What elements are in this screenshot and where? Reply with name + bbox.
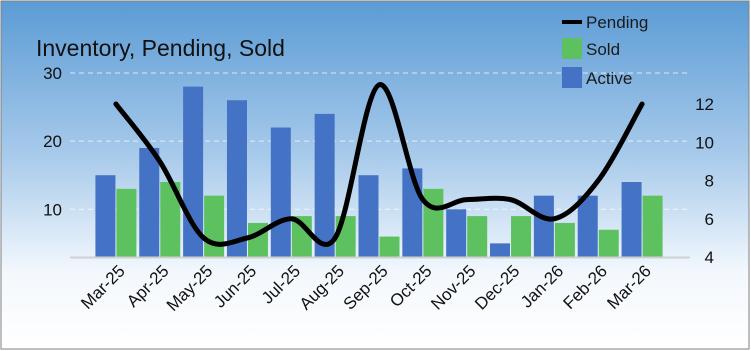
- legend-label-active: Active: [586, 69, 632, 88]
- bar-active: [226, 100, 247, 257]
- bar-sold: [642, 195, 663, 257]
- bar-active: [358, 175, 379, 257]
- y-left-tick-label: 10: [43, 200, 62, 219]
- bar-sold: [467, 216, 488, 257]
- y-right-tick-label: 10: [695, 133, 714, 152]
- y-left-tick-label: 30: [43, 64, 62, 83]
- bar-active: [577, 195, 598, 257]
- bar-active: [490, 243, 511, 257]
- bar-sold: [204, 195, 225, 257]
- bar-sold: [116, 188, 137, 257]
- bar-active: [270, 127, 291, 257]
- bar-active: [446, 209, 467, 257]
- bar-active: [533, 195, 554, 257]
- y-right-tick-label: 4: [705, 248, 714, 267]
- series-line-pending: [113, 82, 645, 247]
- y-right-tick-label: 8: [705, 172, 714, 191]
- y-right-tick-label: 12: [695, 95, 714, 114]
- legend-swatch-active: [562, 67, 582, 88]
- bar-active: [314, 113, 335, 257]
- bar-sold: [379, 236, 400, 257]
- bar-sold: [554, 222, 575, 257]
- y-left-tick-label: 20: [43, 132, 62, 151]
- legend-swatch-sold: [562, 38, 582, 59]
- bar-sold: [598, 229, 619, 257]
- bar-sold: [423, 188, 444, 257]
- legend-label-pending: Pending: [586, 13, 648, 32]
- chart-title: Inventory, Pending, Sold: [36, 35, 285, 61]
- bar-active: [621, 182, 642, 257]
- bar-sold: [160, 182, 181, 257]
- legend-label-sold: Sold: [586, 40, 620, 59]
- bar-active: [95, 175, 116, 257]
- bar-sold: [511, 216, 532, 257]
- bar-active: [139, 147, 160, 257]
- y-right-tick-label: 6: [705, 210, 714, 229]
